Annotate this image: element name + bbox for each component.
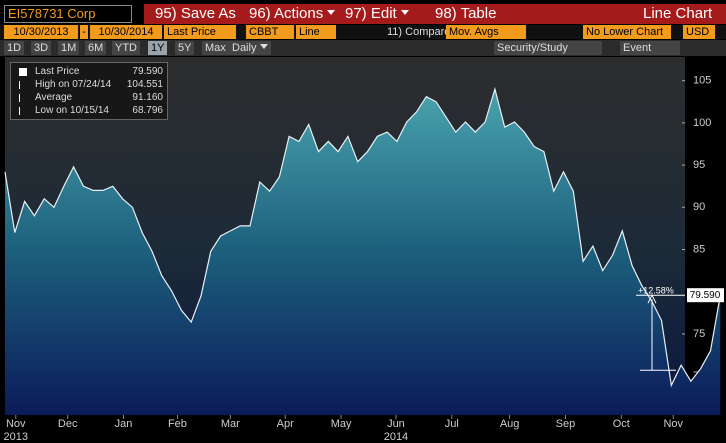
legend-name: Average xyxy=(35,92,73,103)
x-tick-label: Jul xyxy=(445,418,459,430)
compare-button[interactable]: 11) Compare xyxy=(387,26,451,38)
tool-button[interactable]: Event xyxy=(620,41,680,55)
y-tick-label: 95 xyxy=(693,159,705,171)
period-button[interactable]: 1Y xyxy=(148,41,168,55)
legend-name: Low on 10/15/14 xyxy=(35,105,109,116)
y-tick-label: 105 xyxy=(693,75,711,87)
price-line xyxy=(4,86,721,388)
legend-row: Last Price 79.590 xyxy=(15,66,163,79)
last-price-box xyxy=(687,288,724,303)
actions-button[interactable]: 96) Actions xyxy=(246,4,339,24)
legend-icon xyxy=(19,107,20,115)
legend-value: 91.160 xyxy=(132,92,163,103)
last-price-label: 79.590 xyxy=(690,290,721,301)
y-tick-label: 75 xyxy=(693,328,705,340)
x-tick-label: Oct xyxy=(613,418,630,430)
period-button[interactable]: 1M xyxy=(58,41,80,55)
period-button[interactable]: Daily xyxy=(229,41,272,55)
x-tick-label: Nov xyxy=(6,418,26,430)
x-tick-label: Feb xyxy=(168,418,187,430)
legend-icon xyxy=(19,68,27,76)
date-dash: - xyxy=(80,25,88,39)
style-select[interactable]: Line xyxy=(296,25,336,39)
title-bar: EI578731 Corp 95) Save As 96) Actions 97… xyxy=(0,4,726,24)
mov-avgs-select[interactable]: Mov. Avgs xyxy=(446,25,526,39)
currency-select[interactable]: USD xyxy=(683,25,715,39)
x-tick-label: Jan xyxy=(115,418,133,430)
settings-bar: 10/30/2013 - 10/30/2014 Last Price CBBT … xyxy=(0,25,726,39)
arrow-head xyxy=(647,294,657,304)
x-tick-label: Jun xyxy=(387,418,405,430)
period-bar: 1D 3D 1M 6M YTD 1Y 5Y Max Daily Security/Study Eve… xyxy=(0,40,726,56)
change-label: +12.58% xyxy=(638,286,674,296)
x-tick-label: Dec xyxy=(58,418,78,430)
start-date[interactable]: 10/30/2013 xyxy=(4,25,78,39)
y-tick-label: 100 xyxy=(693,117,711,129)
source-select[interactable]: CBBT xyxy=(246,25,294,39)
legend-row: High on 07/24/14 104.551 xyxy=(15,79,163,92)
view-title: Line Chart xyxy=(640,4,716,24)
ticker-field[interactable]: EI578731 Corp xyxy=(4,5,132,23)
area xyxy=(5,89,721,415)
year-label: 2014 xyxy=(384,431,408,443)
x-tick-label: Aug xyxy=(500,418,520,430)
period-button[interactable]: 1D xyxy=(4,41,25,55)
period-button[interactable]: 3D xyxy=(31,41,52,55)
end-date[interactable]: 10/30/2014 xyxy=(90,25,162,39)
table-button[interactable]: 98) Table xyxy=(432,4,500,24)
legend-row: Low on 10/15/14 68.796 xyxy=(15,105,163,118)
x-tick-label: Mar xyxy=(221,418,240,430)
x-tick-label: May xyxy=(331,418,352,430)
legend-icon xyxy=(19,81,20,89)
period-button[interactable]: YTD xyxy=(112,41,140,55)
period-button[interactable]: Max xyxy=(202,41,229,55)
year-label: 2013 xyxy=(4,431,28,443)
legend-value: 68.796 xyxy=(132,105,163,116)
field-select[interactable]: Last Price xyxy=(164,25,236,39)
y-tick-label: 90 xyxy=(693,201,705,213)
legend-name: High on 07/24/14 xyxy=(35,79,112,90)
x-tick-label: Apr xyxy=(277,418,294,430)
x-tick-label: Sep xyxy=(556,418,576,430)
legend-row: Average 91.160 xyxy=(15,92,163,105)
save-button[interactable]: 95) Save As xyxy=(152,4,239,24)
edit-button[interactable]: 97) Edit xyxy=(342,4,412,24)
lower-chart-select[interactable]: No Lower Chart xyxy=(583,25,671,39)
x-tick-label: Nov xyxy=(663,418,683,430)
y-tick-label: 85 xyxy=(693,243,705,255)
legend-value: 79.590 xyxy=(132,66,163,77)
legend-name: Last Price xyxy=(35,66,80,77)
legend-icon xyxy=(19,94,20,102)
period-button[interactable]: 6M xyxy=(85,41,107,55)
legend: Last Price 79.590 High on 07/24/14 104.551 A… xyxy=(10,62,168,120)
tool-button[interactable]: Security/Study xyxy=(494,41,602,55)
legend-value: 104.551 xyxy=(126,79,163,90)
period-button[interactable]: 5Y xyxy=(175,41,195,55)
